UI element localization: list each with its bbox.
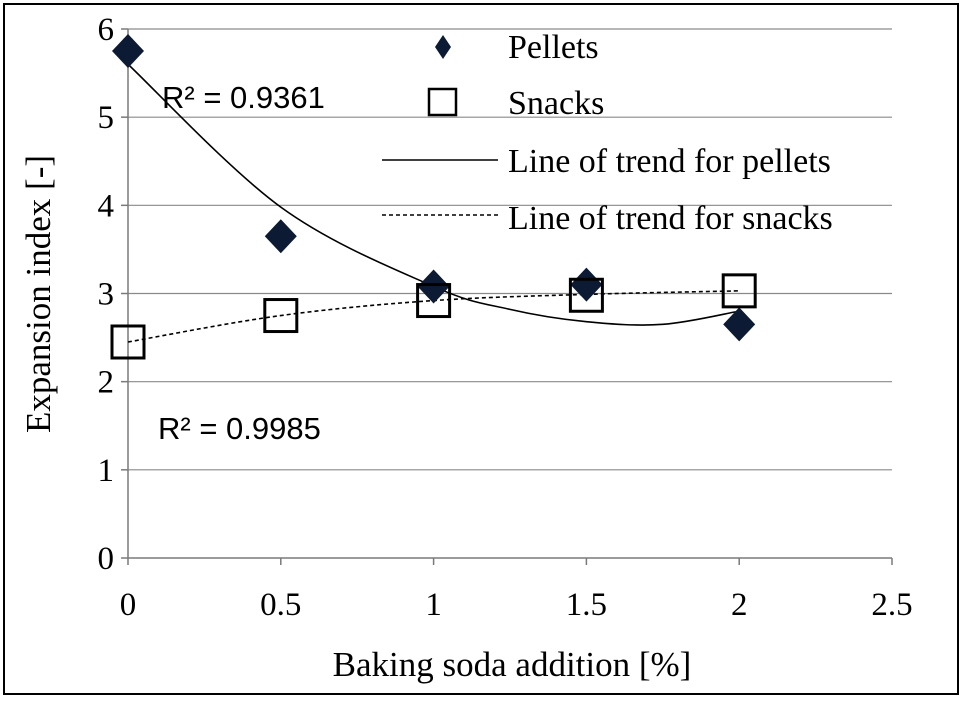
y-tick-label-5: 5 [98,100,115,136]
legend: Pellets Snacks Line of trend for pellets… [382,29,833,237]
y-axis-label: Expansion index [-] [19,155,58,433]
snacks-point-2 [416,283,452,319]
snacks-point-4 [721,273,757,309]
x-tick-label-1: 0.5 [260,587,301,623]
y-tick-label-4: 4 [98,188,115,224]
x-axis-label: Baking soda addition [%] [333,645,692,684]
data-points [110,34,757,360]
axes [121,28,893,565]
pellets-point-4 [723,307,756,342]
x-tick-label-0: 0 [120,587,137,623]
annotations: R² = 0.9361 R² = 0.9985 [158,80,325,446]
chart-frame [3,3,959,695]
legend-snacks-marker [427,87,458,117]
snacks-point-0 [110,324,146,360]
y-tick-label-0: 0 [98,541,115,577]
r2-label-pellets: R² = 0.9361 [162,80,325,115]
pellets-point-0 [112,34,144,69]
y-tick-label-2: 2 [98,365,115,401]
pellets-point-2 [417,269,450,304]
x-tick-label-2: 1 [425,587,442,623]
legend-pellets-label: Pellets [508,29,599,66]
y-tick-label-3: 3 [98,277,115,313]
legend-snacks-trend-label: Line of trend for snacks [508,200,833,237]
tick-labels: 0 1 2 3 4 5 6 0 0.5 1 1.5 2 2.5 [98,12,913,623]
x-tick-label-3: 1.5 [566,587,607,623]
y-tick-label-6: 6 [98,12,115,48]
snacks-point-3 [568,277,604,313]
r2-label-snacks: R² = 0.9985 [158,411,321,446]
snacks-point-1 [263,298,299,334]
legend-pellets-trend-label: Line of trend for pellets [508,143,831,180]
x-tick-label-4: 2 [731,587,748,623]
x-tick-label-5: 2.5 [871,587,912,623]
pellets-point-1 [264,219,297,254]
trendline-pellets [127,63,740,326]
y-tick-label-1: 1 [98,453,115,489]
legend-snacks-label: Snacks [508,85,604,122]
legend-pellets-marker [435,35,451,59]
gridlines [128,28,892,471]
pellets-point-3 [570,267,603,302]
